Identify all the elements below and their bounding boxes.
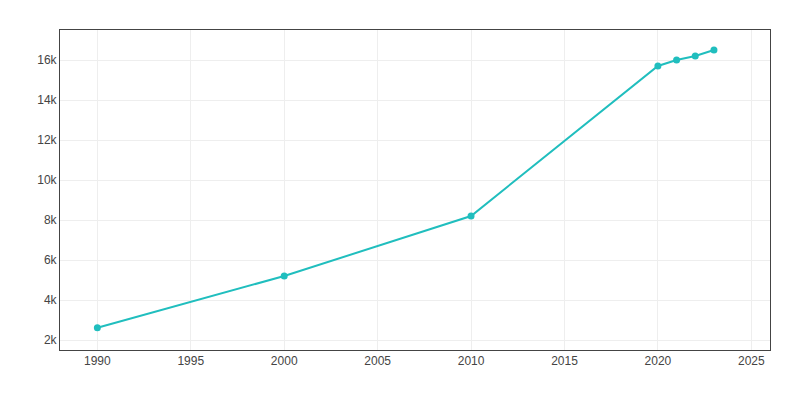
svg-text:2k: 2k <box>44 333 58 347</box>
svg-text:10k: 10k <box>37 173 57 187</box>
svg-text:12k: 12k <box>37 133 57 147</box>
svg-text:2005: 2005 <box>364 354 391 368</box>
svg-text:2025: 2025 <box>738 354 765 368</box>
svg-text:16k: 16k <box>37 53 57 67</box>
svg-text:8k: 8k <box>44 213 58 227</box>
svg-text:2000: 2000 <box>271 354 298 368</box>
svg-text:2010: 2010 <box>458 354 485 368</box>
svg-text:1995: 1995 <box>177 354 204 368</box>
svg-text:1990: 1990 <box>84 354 111 368</box>
svg-text:2020: 2020 <box>645 354 672 368</box>
svg-text:14k: 14k <box>37 93 57 107</box>
svg-text:4k: 4k <box>44 293 58 307</box>
svg-text:2015: 2015 <box>551 354 578 368</box>
svg-text:6k: 6k <box>44 253 58 267</box>
